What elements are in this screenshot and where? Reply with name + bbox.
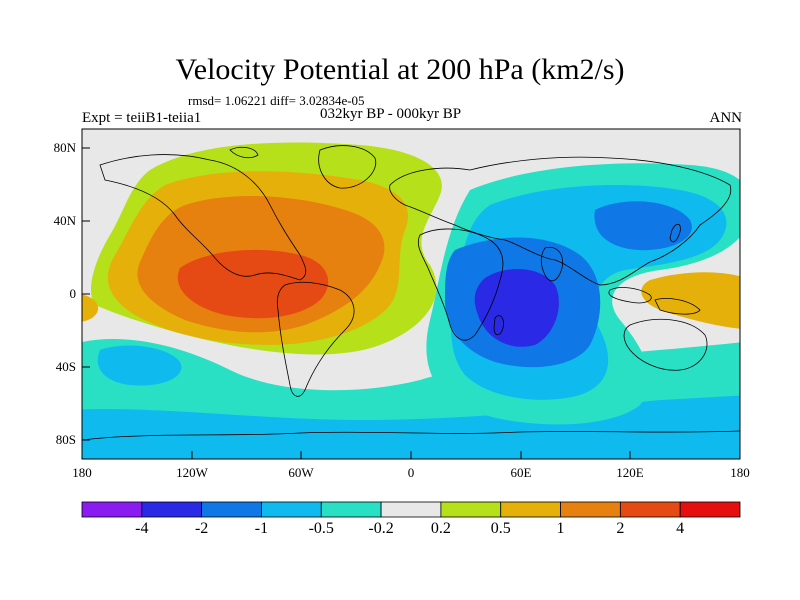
colorbar-label: 0.2 [430,520,451,537]
axis-ticks [81,147,741,459]
colorbar [81,501,741,518]
contour-field [82,129,740,459]
experiment-label: Expt = teiiB1-teiia1 [82,110,202,126]
colorbar-label: -0.5 [308,520,334,537]
colorbar-label: -1 [254,520,269,537]
colorbar-label: 1 [556,520,565,537]
lon-label-120w: 120W [176,465,208,480]
colorbar-label: 2 [616,520,625,537]
colorbar-box [141,501,203,518]
lon-label-0: 0 [407,465,415,480]
colorbar-box [619,501,681,518]
colorbar-box [81,501,143,518]
lat-label-80n: 80N [53,140,76,155]
lon-label-60w: 60W [288,465,314,480]
colorbar-box [679,501,741,518]
contour-negative-southpacific [97,345,182,386]
season-label: ANN [709,110,743,126]
map-title: Velocity Potential at 200 hPa (km2/s) [175,53,625,86]
colorbar-box [500,501,561,518]
lon-label-180e: 180 [730,465,750,480]
lat-label-80s: 80S [55,432,76,447]
colorbar-label: -4 [135,520,149,537]
lon-label-60e: 60E [510,465,532,480]
lat-label-40n: 40N [53,213,76,228]
colorbar-label: 4 [676,520,685,537]
colorbar-box [560,501,621,518]
lon-label-120e: 120E [616,465,644,480]
coastlines [82,145,740,441]
lon-label-180w: 180 [72,465,92,480]
colorbar-box [320,501,382,518]
contour-negative-2 [474,268,559,347]
lat-label-40s: 40S [55,359,76,374]
contour-negative-1-north [594,201,692,251]
colorbar-box [380,501,442,518]
colorbar-label: -2 [194,520,209,537]
colorbar-label: -0.2 [368,520,394,537]
period-label: 032kyr BP - 000kyr BP [320,106,462,122]
colorbar-box [261,501,322,518]
stats-line: rmsd= 1.06221 diff= 3.02834e-05 [188,93,365,108]
colorbar-label: 0.5 [490,520,511,537]
colorbar-box [440,501,502,518]
contour-positive-east [641,272,740,329]
colorbar-box [201,501,262,518]
lat-label-0: 0 [69,286,77,301]
contour-positive-2 [177,249,329,319]
contour-positive-west-edge [82,294,99,322]
